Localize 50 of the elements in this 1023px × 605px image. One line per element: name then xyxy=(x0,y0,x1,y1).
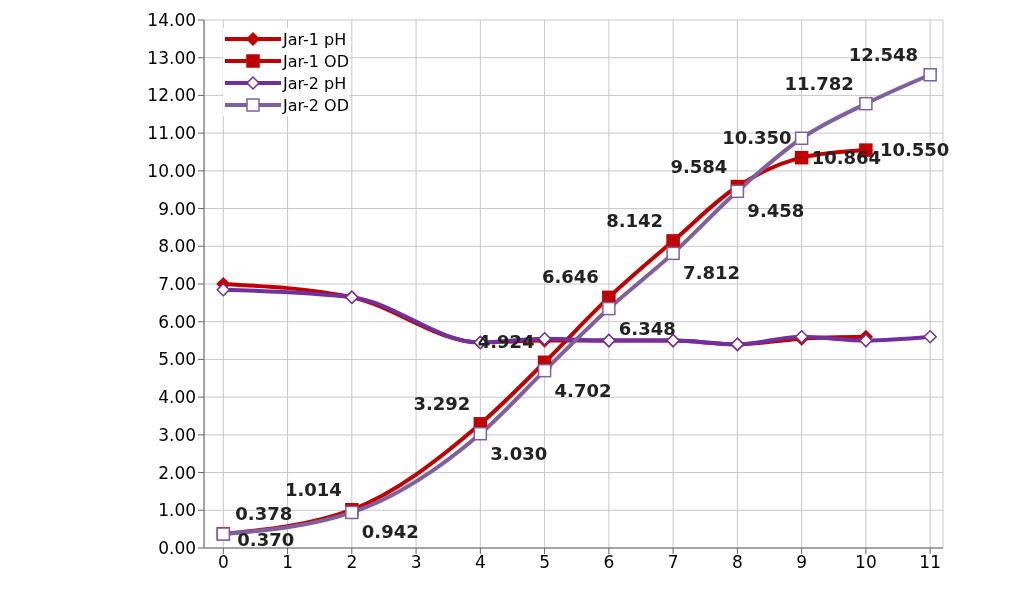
y-tick-label: 2.00 xyxy=(158,462,197,483)
data-label: 7.812 xyxy=(683,262,741,284)
data-label: 10.864 xyxy=(811,147,882,169)
y-tick-label: 13.00 xyxy=(147,47,197,68)
y-tick-label: 0.00 xyxy=(158,538,197,559)
y-tick-label: 14.00 xyxy=(147,10,197,31)
x-tick-label: 0 xyxy=(217,552,229,573)
data-label: 12.548 xyxy=(848,43,919,65)
x-tick-label: 10 xyxy=(855,552,877,573)
y-tick-label: 5.00 xyxy=(158,349,197,370)
data-label: 1.014 xyxy=(284,478,342,500)
y-tick-label: 11.00 xyxy=(147,123,197,144)
data-label: 6.646 xyxy=(541,266,599,288)
data-label: 11.782 xyxy=(784,72,854,94)
x-tick-label: 4 xyxy=(474,552,486,573)
data-label: 0.370 xyxy=(237,529,295,551)
legend-label: Jar-2 OD xyxy=(283,95,350,115)
y-tick-label: 12.00 xyxy=(147,85,197,106)
data-label: 10.550 xyxy=(879,139,950,161)
x-tick-label: 8 xyxy=(731,552,743,573)
x-tick-label: 1 xyxy=(282,552,293,573)
data-label: 8.142 xyxy=(606,209,664,231)
data-label: 4.924 xyxy=(477,331,535,353)
x-tick-label: 7 xyxy=(667,552,679,573)
y-tick-label: 3.00 xyxy=(158,424,197,445)
data-label: 3.030 xyxy=(490,442,548,464)
x-tick-label: 2 xyxy=(346,552,358,573)
x-tick-label: 11 xyxy=(919,552,941,573)
y-tick-label: 7.00 xyxy=(158,274,197,295)
y-tick-label: 9.00 xyxy=(158,198,197,219)
y-tick-label: 8.00 xyxy=(158,236,197,257)
y-tick-label: 10.00 xyxy=(147,160,197,181)
y-tick-label: 4.00 xyxy=(158,387,197,408)
data-label: 0.378 xyxy=(235,502,293,524)
data-label: 0.942 xyxy=(361,521,419,543)
y-tick-label: 6.00 xyxy=(158,311,197,332)
data-label: 10.350 xyxy=(722,126,792,148)
x-tick-label: 3 xyxy=(410,552,422,573)
data-label: 9.458 xyxy=(747,200,805,222)
x-tick-label: 6 xyxy=(603,552,615,573)
data-label: 6.348 xyxy=(618,317,676,339)
legend-label: Jar-1 OD xyxy=(283,51,350,71)
y-tick-label: 1.00 xyxy=(158,500,197,521)
data-label: 4.702 xyxy=(554,379,612,401)
x-tick-label: 9 xyxy=(796,552,808,573)
data-label: 3.292 xyxy=(413,392,471,414)
data-label: 9.584 xyxy=(670,155,728,177)
legend-label: Jar-2 pH xyxy=(283,73,347,93)
legend-label: Jar-1 pH xyxy=(283,29,347,49)
x-tick-label: 5 xyxy=(539,552,551,573)
